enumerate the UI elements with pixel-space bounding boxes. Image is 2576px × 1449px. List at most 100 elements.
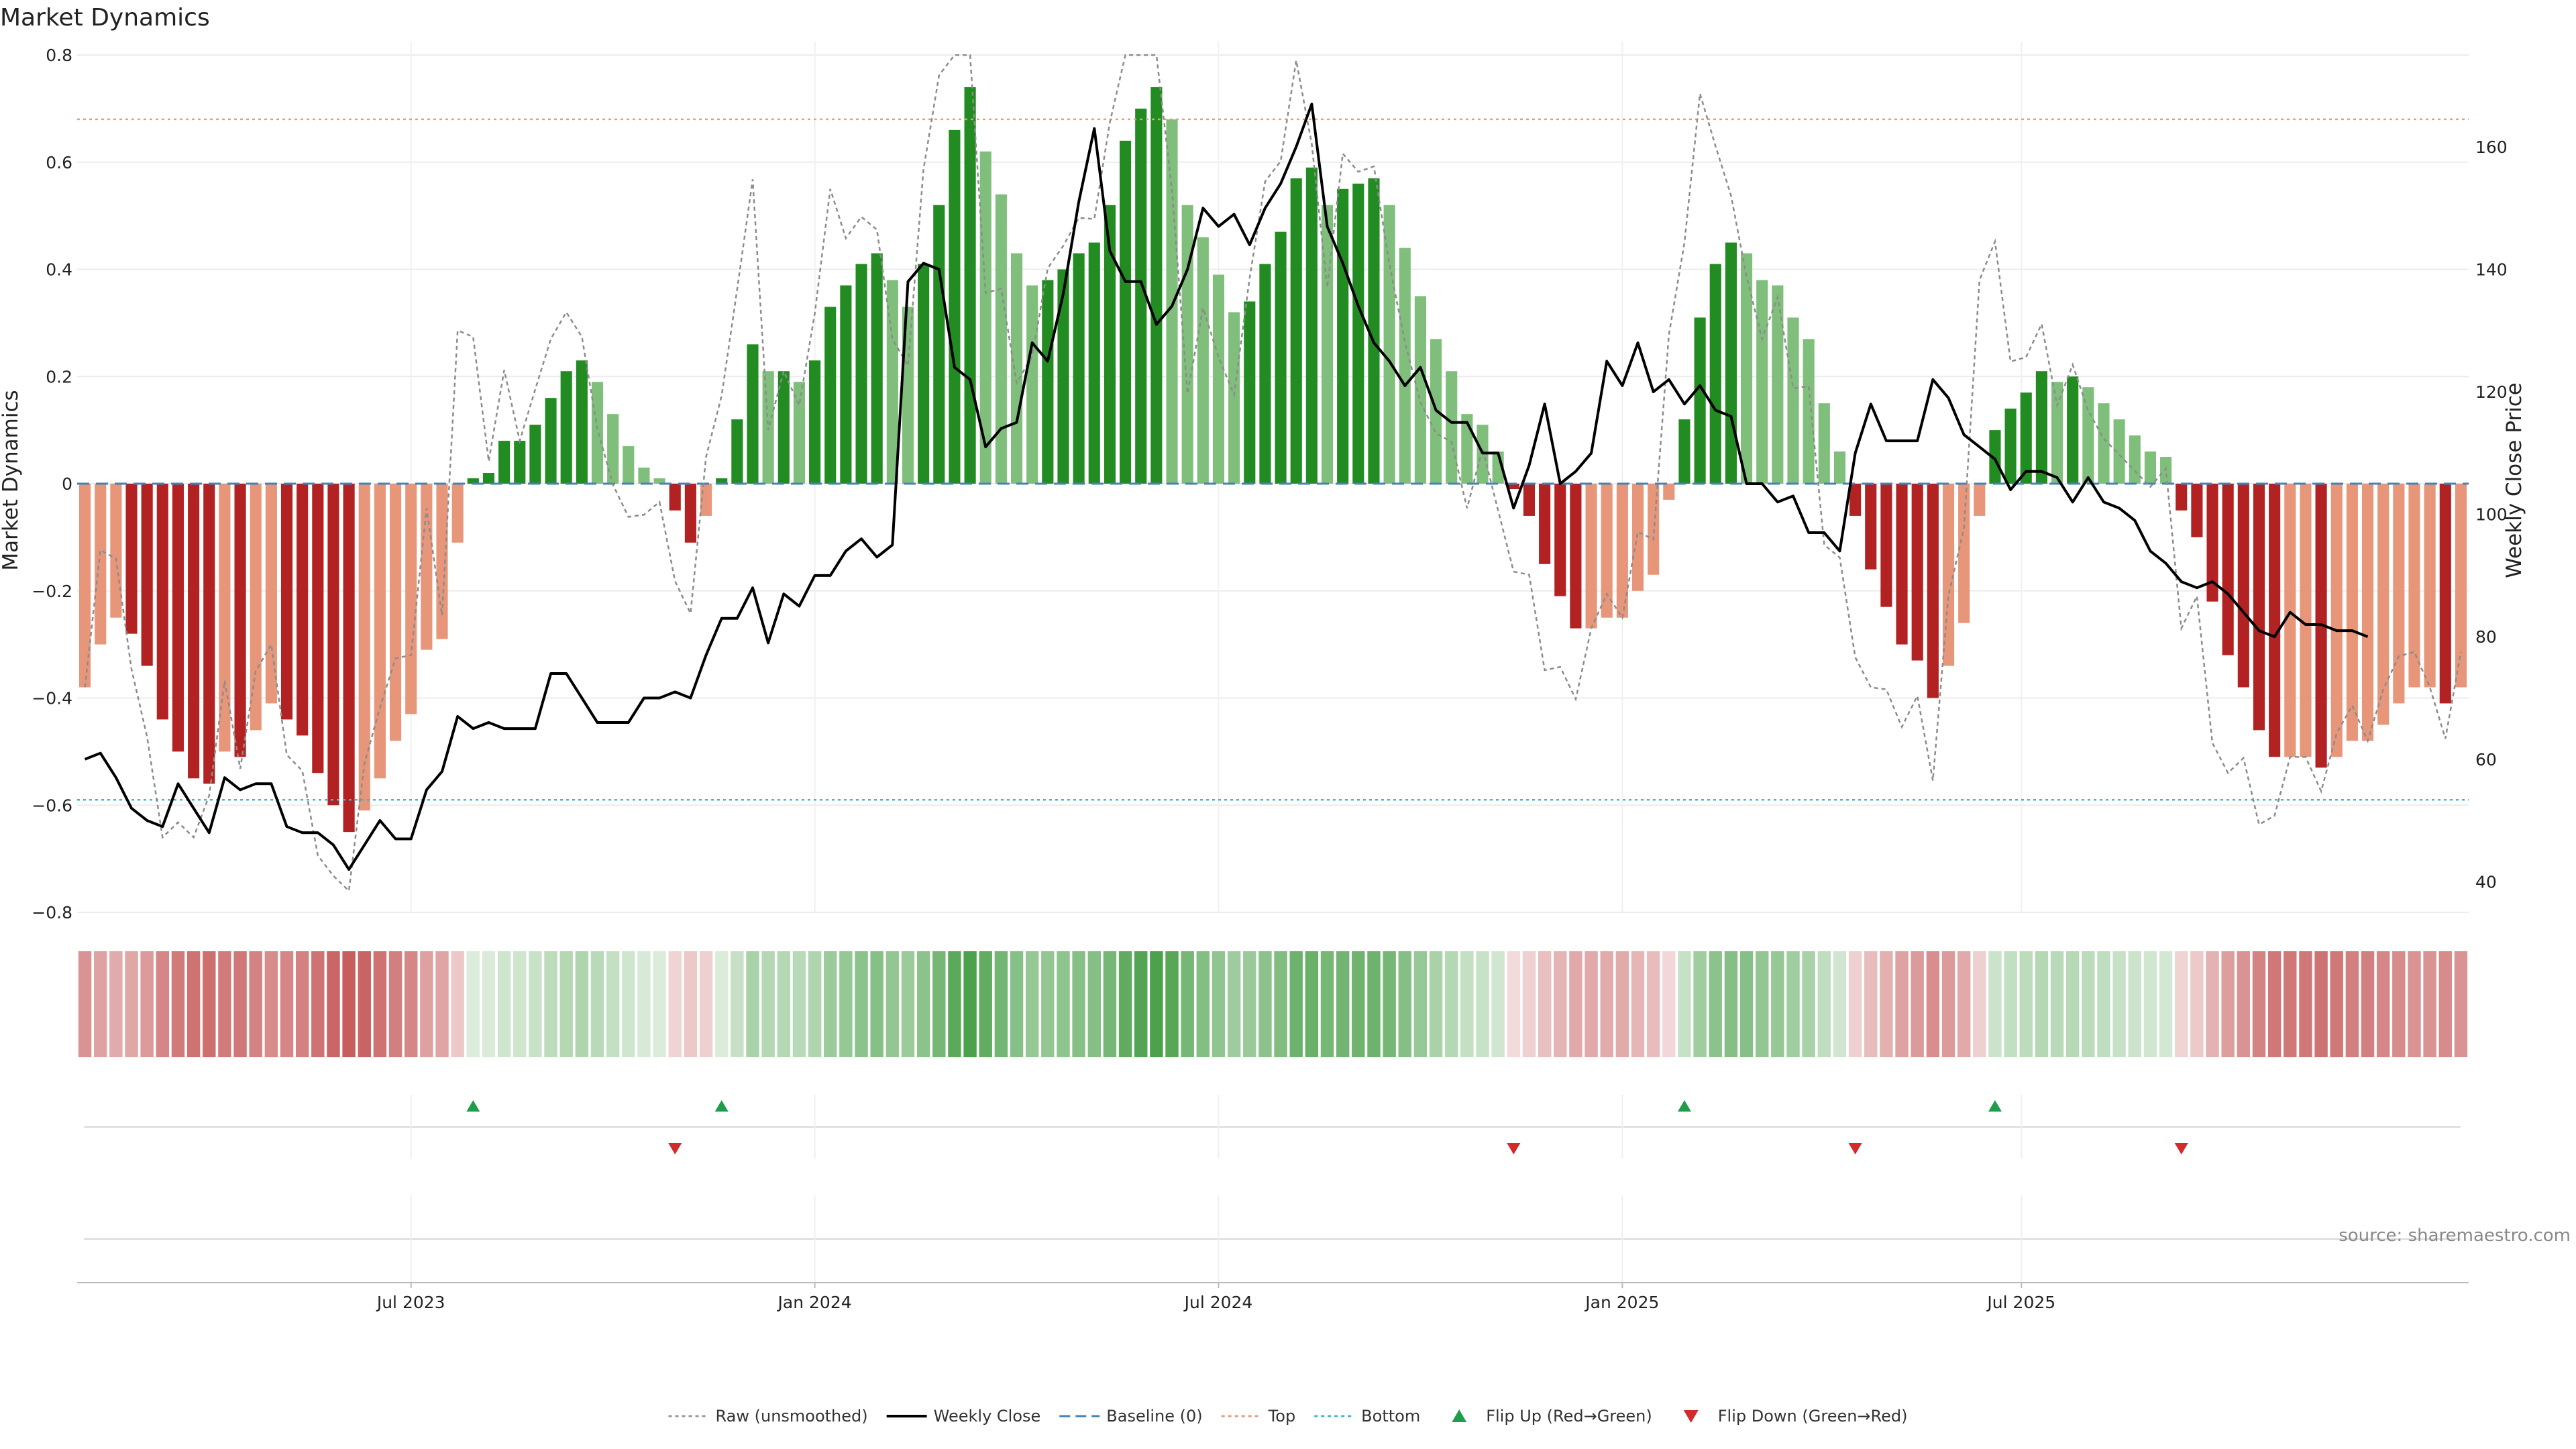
dynamics-bar	[2160, 457, 2172, 484]
dynamics-bar	[1833, 451, 1846, 484]
y-right-tick-label: 120	[2475, 382, 2508, 402]
dynamics-bar	[1321, 205, 1334, 484]
dynamics-bar	[669, 484, 681, 511]
x-tick-label: Jul 2025	[1986, 1293, 2055, 1312]
heat-cell	[295, 951, 309, 1057]
heat-cell	[2237, 951, 2251, 1057]
dynamics-bar	[2129, 435, 2141, 484]
heat-cell	[948, 951, 961, 1057]
dynamics-bar	[2300, 484, 2312, 757]
dynamics-bar	[1399, 248, 1411, 484]
dynamics-bar	[1554, 484, 1566, 596]
dynamics-bar	[777, 371, 790, 484]
y-axis-right: 160 140 120 100 80 60 40	[2475, 138, 2508, 892]
heat-cell	[420, 951, 433, 1057]
heat-cell	[2190, 951, 2204, 1057]
y-left-tick-label: 0.4	[46, 260, 72, 280]
dynamics-bar	[1507, 484, 1519, 489]
heat-cell	[109, 951, 123, 1057]
dynamics-bar	[234, 484, 246, 757]
dynamics-bar	[2408, 484, 2420, 688]
dynamics-bar	[436, 484, 448, 639]
dynamics-bar	[747, 344, 759, 484]
heat-cell	[1429, 951, 1443, 1057]
dynamics-bar	[110, 484, 122, 618]
dynamics-bar	[2393, 484, 2405, 704]
weekly-close-path	[84, 103, 2369, 871]
dynamics-bar	[1911, 484, 1923, 661]
heat-cell	[125, 951, 138, 1057]
dynamics-bar	[250, 484, 262, 731]
y-axis-left-label: Market Dynamics	[0, 390, 23, 570]
heat-cell	[2314, 951, 2328, 1057]
y-left-tick-label: −0.6	[32, 796, 72, 815]
y-left-tick-label: −0.4	[32, 689, 72, 708]
heat-cell	[792, 951, 806, 1057]
heat-cell	[1709, 951, 1722, 1057]
heat-cell	[1507, 951, 1521, 1057]
y-right-tick-label: 100	[2475, 505, 2508, 525]
heat-cell	[1911, 951, 1924, 1057]
dynamics-bar	[1709, 264, 1721, 484]
dynamics-bar	[824, 307, 837, 484]
flip-down-marker	[1848, 1143, 1862, 1155]
dynamics-bar	[2067, 376, 2079, 484]
flip-down-marker	[2174, 1143, 2188, 1155]
heat-cell	[1196, 951, 1210, 1057]
flip-up-marker	[466, 1100, 480, 1112]
heat-cell	[1181, 951, 1194, 1057]
heat-cell	[1848, 951, 1862, 1057]
heat-cell	[156, 951, 170, 1057]
dynamics-bar	[1849, 484, 1862, 516]
x-tick-label: Jan 2025	[1584, 1293, 1659, 1312]
dynamics-bar	[95, 484, 107, 645]
dynamics-bar	[156, 484, 168, 720]
heat-cell	[637, 951, 651, 1057]
heat-cell	[2454, 951, 2468, 1057]
dynamics-bar	[762, 371, 774, 484]
heat-cell	[761, 951, 775, 1057]
heat-cell	[1600, 951, 1613, 1057]
heat-cell	[249, 951, 262, 1057]
legend-label: Top	[1268, 1407, 1296, 1426]
heat-cell	[1383, 951, 1396, 1057]
heat-cell	[1926, 951, 1940, 1057]
dynamics-bar	[2206, 484, 2218, 602]
heat-cell	[1662, 951, 1676, 1057]
dynamics-bar	[482, 473, 495, 484]
dynamics-bar	[467, 478, 479, 484]
heat-cell	[327, 951, 340, 1057]
x-tick-label: Jan 2024	[777, 1293, 852, 1312]
dynamics-bar	[219, 484, 231, 752]
heat-cell	[2019, 951, 2033, 1057]
heat-cell	[1460, 951, 1474, 1057]
heat-cell	[358, 951, 371, 1057]
y-left-tick-label: 0.2	[46, 367, 72, 386]
dynamics-bar	[1631, 484, 1644, 591]
heat-cell	[2361, 951, 2375, 1057]
heat-cell	[513, 951, 527, 1057]
dynamics-bar	[1228, 312, 1240, 484]
heat-cell	[404, 951, 418, 1057]
heat-cell	[808, 951, 822, 1057]
dynamics-bar	[343, 484, 355, 833]
heat-cell	[1817, 951, 1831, 1057]
legend-flip-down-icon	[1683, 1410, 1699, 1423]
dynamics-bar	[1787, 317, 1799, 484]
heat-cell	[435, 951, 449, 1057]
heat-cell	[466, 951, 480, 1057]
weekly-close-line	[84, 103, 2369, 871]
y-left-tick-label: −0.8	[32, 903, 72, 922]
dynamics-bar	[918, 264, 930, 484]
heat-cell	[1802, 951, 1815, 1057]
heat-cell	[2159, 951, 2173, 1057]
y-right-tick-label: 60	[2475, 750, 2497, 769]
heat-cell	[653, 951, 666, 1057]
heat-cell	[171, 951, 185, 1057]
dynamics-bar	[1772, 285, 1784, 484]
y-right-tick-label: 40	[2475, 872, 2497, 892]
dynamics-bar	[1896, 484, 1908, 645]
dynamics-bar	[188, 484, 200, 779]
dynamics-bar	[1539, 484, 1551, 564]
heat-cell	[1522, 951, 1536, 1057]
